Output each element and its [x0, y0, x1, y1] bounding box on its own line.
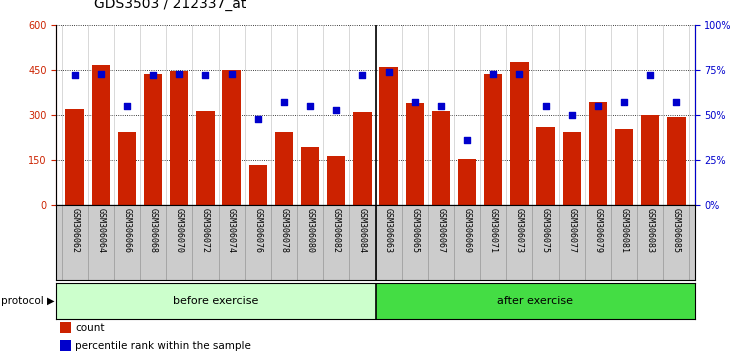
Text: GSM306082: GSM306082 [332, 207, 341, 252]
Bar [59, 340, 71, 351]
Bar [249, 165, 267, 205]
Point [409, 99, 421, 105]
Bar [510, 62, 529, 205]
Bar [484, 74, 502, 205]
Text: GSM306064: GSM306064 [96, 207, 105, 252]
Text: GSM306080: GSM306080 [306, 207, 315, 252]
Point [173, 71, 185, 76]
Point [121, 103, 133, 109]
Text: GSM306069: GSM306069 [463, 207, 472, 252]
Bar [379, 67, 398, 205]
Bar [376, 283, 695, 319]
Bar [615, 129, 633, 205]
Bar [641, 115, 659, 205]
Bar [275, 132, 293, 205]
Point [147, 73, 159, 78]
Point [382, 69, 394, 75]
Point [618, 99, 630, 105]
Bar [222, 70, 241, 205]
Point [487, 71, 499, 76]
Text: GSM306084: GSM306084 [358, 207, 367, 252]
Bar [589, 102, 607, 205]
Point [200, 73, 212, 78]
Bar [56, 283, 376, 319]
Text: before exercise: before exercise [173, 296, 258, 306]
Point [95, 71, 107, 76]
Text: GSM306065: GSM306065 [410, 207, 419, 252]
Bar [432, 110, 450, 205]
Point [671, 99, 683, 105]
Text: percentile rank within the sample: percentile rank within the sample [75, 341, 252, 350]
Text: count: count [75, 323, 105, 333]
Text: GSM306079: GSM306079 [593, 207, 602, 252]
Point [514, 71, 526, 76]
Text: protocol: protocol [1, 296, 44, 306]
Text: GSM306085: GSM306085 [672, 207, 681, 252]
Text: after exercise: after exercise [497, 296, 573, 306]
Point [278, 99, 290, 105]
Bar [118, 132, 136, 205]
Text: GSM306071: GSM306071 [489, 207, 498, 252]
Point [68, 73, 80, 78]
Text: GSM306077: GSM306077 [567, 207, 576, 252]
Point [304, 103, 316, 109]
Text: GSM306076: GSM306076 [253, 207, 262, 252]
Point [330, 107, 342, 113]
Point [566, 112, 578, 118]
Bar [170, 72, 189, 205]
Point [644, 73, 656, 78]
Text: GSM306062: GSM306062 [70, 207, 79, 252]
Bar [353, 112, 372, 205]
Point [435, 103, 447, 109]
Bar [406, 103, 424, 205]
Text: GSM306063: GSM306063 [384, 207, 393, 252]
Point [539, 103, 551, 109]
Text: GSM306067: GSM306067 [436, 207, 445, 252]
Point [461, 137, 473, 143]
Text: GSM306083: GSM306083 [646, 207, 655, 252]
Point [252, 116, 264, 121]
Point [592, 103, 604, 109]
Bar [59, 322, 71, 333]
Text: GSM306081: GSM306081 [620, 207, 629, 252]
Bar [562, 132, 581, 205]
Text: ▶: ▶ [47, 296, 55, 306]
Bar [196, 112, 215, 205]
Text: GSM306075: GSM306075 [541, 207, 550, 252]
Point [225, 71, 237, 76]
Text: GSM306068: GSM306068 [149, 207, 158, 252]
Text: GSM306066: GSM306066 [122, 207, 131, 252]
Bar [536, 127, 555, 205]
Text: GSM306078: GSM306078 [279, 207, 288, 252]
Text: GDS3503 / 212337_at: GDS3503 / 212337_at [94, 0, 246, 11]
Bar [144, 74, 162, 205]
Text: GSM306074: GSM306074 [227, 207, 236, 252]
Bar [458, 159, 476, 205]
Point [357, 73, 369, 78]
Bar [327, 156, 345, 205]
Text: GSM306072: GSM306072 [201, 207, 210, 252]
Text: GSM306070: GSM306070 [175, 207, 184, 252]
Bar [65, 109, 84, 205]
Bar [667, 116, 686, 205]
Text: GSM306073: GSM306073 [515, 207, 524, 252]
Bar [301, 147, 319, 205]
Bar [92, 65, 110, 205]
